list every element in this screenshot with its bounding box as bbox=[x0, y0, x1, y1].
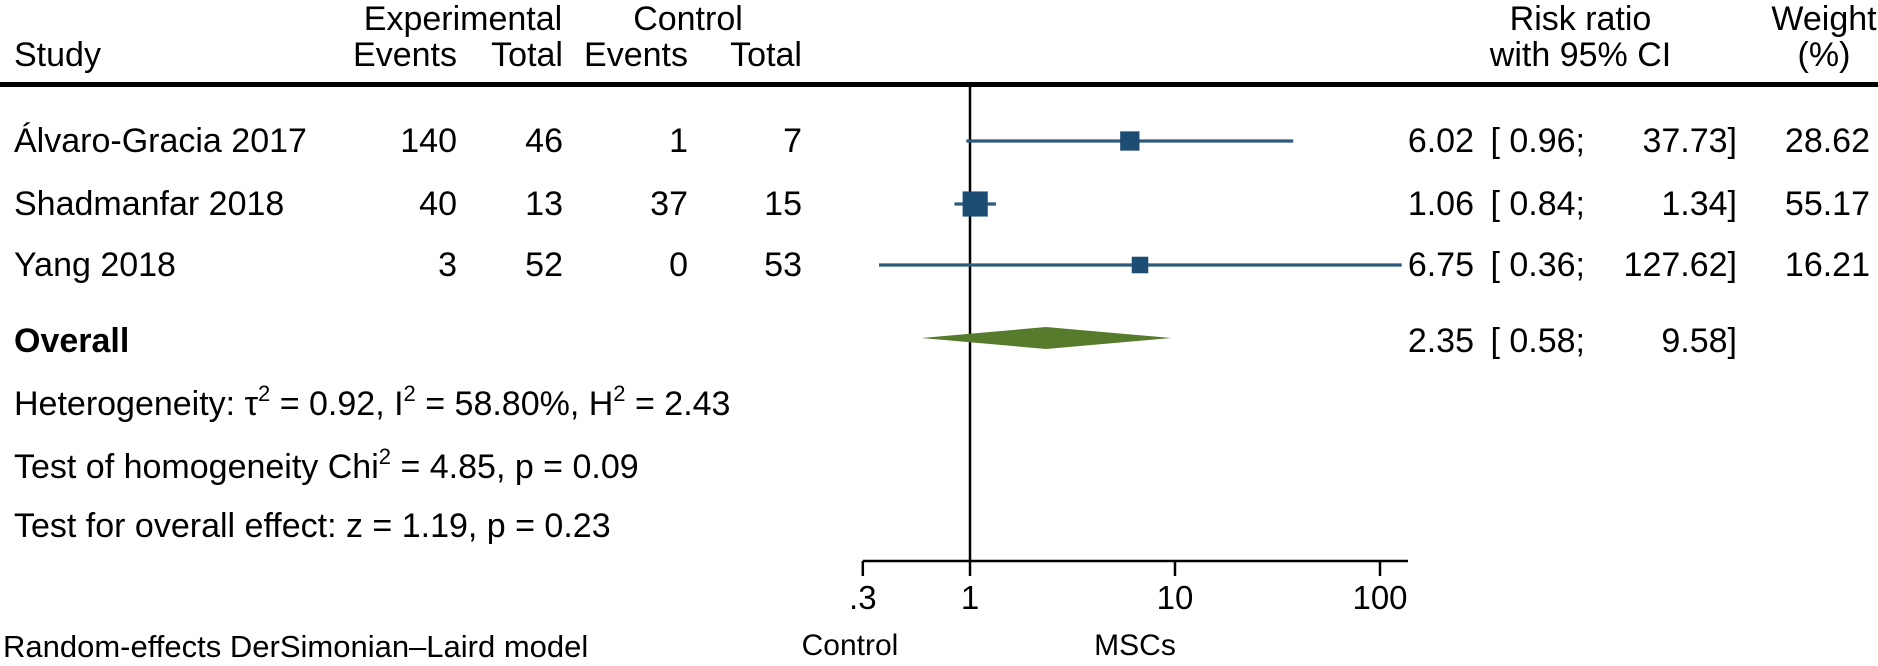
ci-upper-value: 37.73] bbox=[1642, 122, 1737, 160]
effect-square bbox=[962, 191, 988, 217]
heterogeneity-stats: Heterogeneity: τ2 = 0.92, I2 = 58.80%, H… bbox=[14, 381, 731, 423]
exp-total-value: 46 bbox=[525, 122, 563, 160]
risk-ratio-value: 1.06 bbox=[1407, 185, 1474, 223]
x-axis-tick-label: 100 bbox=[1352, 579, 1407, 616]
favor-right-label: MSCs bbox=[1094, 629, 1176, 662]
overall-diamond bbox=[921, 327, 1172, 349]
table-row: Shadmanfar 2018 40 13 37 15 1.06 [ 0.84; 1.34] 5… bbox=[0, 183, 1878, 225]
header-rule bbox=[0, 82, 1878, 87]
overall-label: Overall bbox=[14, 322, 130, 360]
overall-estimate: 2.35 bbox=[1407, 322, 1474, 360]
exp-total-value: 13 bbox=[525, 185, 563, 223]
exp-events-value: 40 bbox=[419, 185, 457, 223]
ctrl-total-value: 53 bbox=[764, 246, 802, 284]
column-header-ctrl-total: Total bbox=[730, 36, 802, 74]
group-header-control: Control bbox=[633, 0, 743, 38]
ctrl-total-value: 7 bbox=[783, 122, 802, 160]
ctrl-events-value: 1 bbox=[669, 122, 688, 160]
column-header-exp-total: Total bbox=[491, 36, 563, 74]
effect-square bbox=[1120, 131, 1140, 151]
table-row: Álvaro-Gracia 2017 140 46 1 7 6.02 [ 0.96; 37.7… bbox=[0, 120, 1878, 162]
homogeneity-test: Test of homogeneity Chi2 = 4.85, p = 0.0… bbox=[14, 444, 639, 486]
study-name: Álvaro-Gracia 2017 bbox=[14, 122, 307, 160]
ctrl-events-value: 0 bbox=[669, 246, 688, 284]
ci-upper-value: 127.62] bbox=[1623, 246, 1737, 284]
effect-square bbox=[1131, 256, 1149, 274]
ci-lower-value: [ 0.96; bbox=[1490, 122, 1585, 160]
column-header-exp-events: Events bbox=[353, 36, 457, 74]
column-header-study: Study bbox=[14, 36, 101, 74]
weight-value: 55.17 bbox=[1784, 185, 1870, 223]
exp-events-value: 140 bbox=[400, 122, 457, 160]
x-axis-tick-label: 10 bbox=[1157, 579, 1194, 616]
risk-ratio-value: 6.02 bbox=[1407, 122, 1474, 160]
risk-ratio-header-line1: Risk ratio bbox=[1509, 0, 1652, 38]
overall-ci-upper: 9.58] bbox=[1661, 322, 1737, 360]
ci-lower-value: [ 0.84; bbox=[1490, 185, 1585, 223]
overall-row: Overall 2.35 [ 0.58; 9.58] bbox=[0, 320, 1878, 362]
weight-header-line1: Weight bbox=[1771, 0, 1877, 38]
exp-total-value: 52 bbox=[525, 246, 563, 284]
weight-value: 28.62 bbox=[1784, 122, 1870, 160]
header-row-columns: Study Events Total Events Total with 95%… bbox=[0, 34, 1878, 76]
table-row: Yang 2018 3 52 0 53 6.75 [ 0.36; 127.62] 16.21 bbox=[0, 244, 1878, 286]
weight-header-line2: (%) bbox=[1797, 36, 1851, 74]
ci-lower-value: [ 0.36; bbox=[1490, 246, 1585, 284]
favor-left-label: Control bbox=[801, 629, 899, 662]
group-header-experimental: Experimental bbox=[363, 0, 563, 38]
model-note: Random-effects DerSimonian–Laird model bbox=[3, 629, 589, 664]
x-axis-tick-label: .3 bbox=[849, 579, 877, 616]
ctrl-events-value: 37 bbox=[650, 185, 688, 223]
ctrl-total-value: 15 bbox=[764, 185, 802, 223]
study-name: Shadmanfar 2018 bbox=[14, 185, 285, 223]
column-header-ctrl-events: Events bbox=[584, 36, 688, 74]
exp-events-value: 3 bbox=[438, 246, 457, 284]
weight-value: 16.21 bbox=[1784, 246, 1870, 284]
header-row-groups: Experimental Control Risk ratio Weight bbox=[0, 0, 1878, 40]
risk-ratio-header-line2: with 95% CI bbox=[1489, 36, 1672, 74]
study-name: Yang 2018 bbox=[14, 246, 176, 284]
overall-effect-test: Test for overall effect: z = 1.19, p = 0… bbox=[14, 507, 611, 545]
ci-upper-value: 1.34] bbox=[1661, 185, 1737, 223]
risk-ratio-value: 6.75 bbox=[1407, 246, 1474, 284]
x-axis-tick-label: 1 bbox=[961, 579, 979, 616]
overall-ci-lower: [ 0.58; bbox=[1490, 322, 1585, 360]
